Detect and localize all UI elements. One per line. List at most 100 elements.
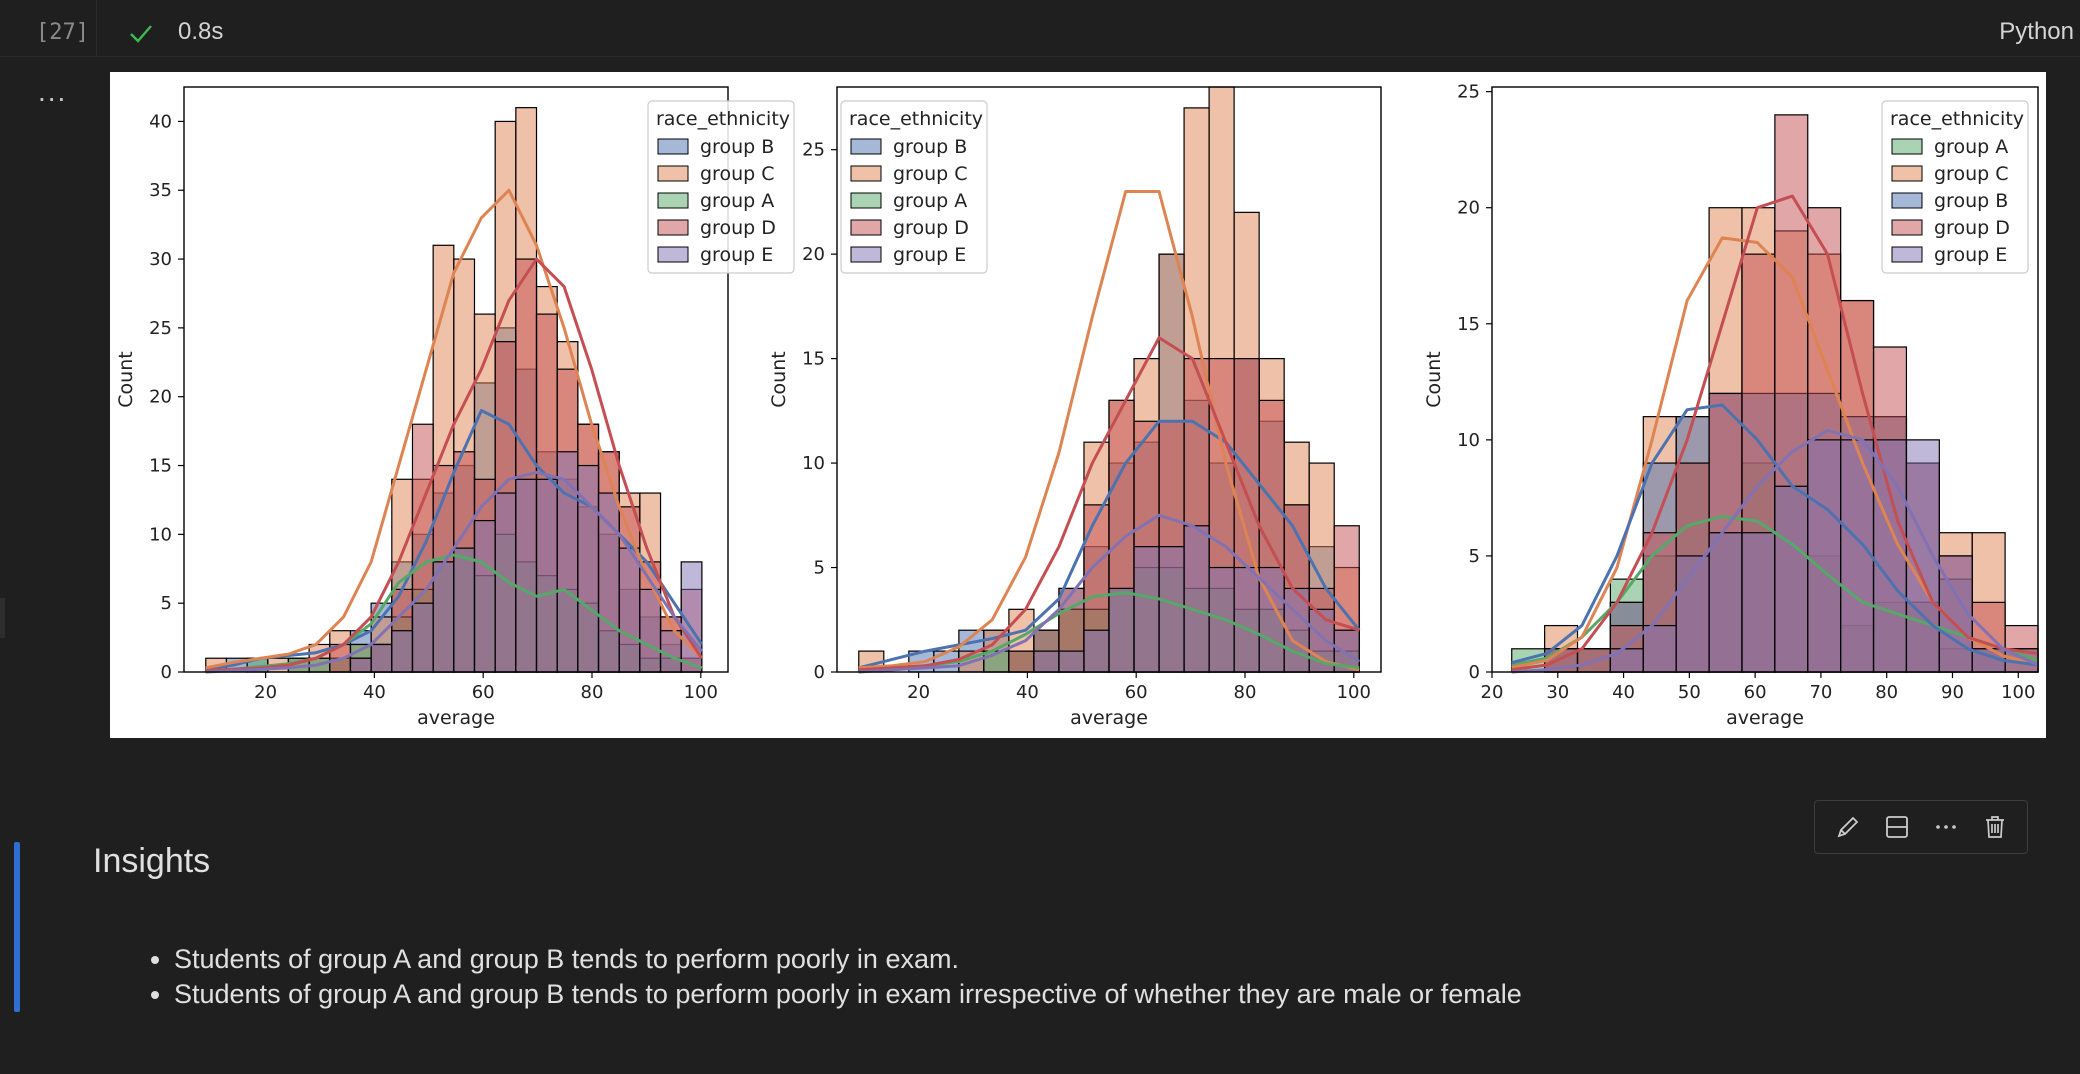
histogram-panel-1: 20 40 60 80 100 0 5 10 15 20 25 30 35 40 average Count r… — [115, 86, 795, 729]
legend-entry: group A — [893, 190, 967, 212]
histogram-bar — [1233, 566, 1260, 673]
y-tick-label: 5 — [1469, 546, 1480, 567]
histogram-bar — [618, 547, 641, 673]
x-tick-label: 80 — [1234, 682, 1257, 703]
y-axis-label: Count — [768, 351, 790, 407]
legend-swatch — [850, 138, 882, 155]
y-tick-label: 5 — [814, 558, 825, 579]
histogram-bar — [391, 630, 414, 673]
x-tick-label: 60 — [1125, 682, 1148, 703]
kde-line — [205, 470, 704, 674]
legend-swatch — [850, 219, 882, 236]
histogram-bar — [1033, 650, 1060, 673]
y-tick-label: 20 — [1457, 198, 1480, 219]
y-tick-label: 0 — [814, 662, 825, 683]
legend-swatch — [1891, 246, 1923, 263]
histogram-panel-2: 20 40 60 80 100 0 5 10 15 20 25 average Count race_et… — [768, 86, 1382, 729]
histogram-bar — [494, 492, 517, 673]
x-tick-label: 20 — [1481, 682, 1504, 703]
x-tick-label: 100 — [1337, 682, 1371, 703]
execution-count: [27] — [36, 20, 89, 45]
histogram-bar — [1158, 546, 1185, 673]
kde-line — [858, 336, 1360, 672]
markdown-cell-toolbar — [1814, 800, 2028, 854]
plot-output: 20 40 60 80 100 0 5 10 15 20 25 30 35 40 average Count r… — [110, 72, 2046, 738]
legend-swatch — [657, 192, 689, 209]
y-tick-label: 20 — [149, 387, 172, 408]
y-tick-label: 35 — [149, 180, 172, 201]
y-axis-label: Count — [1423, 351, 1445, 407]
split-cell-button[interactable] — [1877, 807, 1917, 847]
kde-line — [858, 419, 1361, 670]
kde-line — [858, 513, 1361, 674]
legend-entry: group E — [1934, 244, 2007, 266]
legend-swatch — [1891, 165, 1923, 182]
list-item: Students of group A and group B tends to… — [174, 977, 1522, 1012]
execution-duration: 0.8s — [178, 18, 224, 45]
x-tick-label: 50 — [1678, 682, 1701, 703]
legend-swatch — [657, 219, 689, 236]
histogram-bar — [370, 643, 393, 673]
legend-swatch — [657, 165, 689, 182]
list-item: Students of group A and group B tends to… — [174, 942, 1522, 977]
check-icon — [130, 25, 152, 43]
legend-title: race_ethnicity — [1890, 108, 2024, 130]
x-tick-label: 90 — [1941, 682, 1964, 703]
legend-entry: group E — [700, 244, 773, 266]
more-actions-button[interactable] — [1926, 807, 1966, 847]
kde-line — [1511, 429, 2039, 674]
more-actions-icon — [1935, 825, 1956, 829]
legend-entry: group B — [700, 136, 774, 158]
cell-status-bar: [27] 0.8s Python — [0, 0, 2080, 57]
histogram-bar — [1058, 650, 1085, 673]
y-tick-label: 10 — [149, 524, 172, 545]
x-tick-label: 70 — [1809, 682, 1832, 703]
y-axis-label: Count — [115, 351, 137, 407]
header-divider — [96, 0, 97, 56]
legend-entry: group D — [893, 217, 969, 239]
histogram-bar — [1708, 532, 1743, 673]
x-tick-label: 40 — [1016, 682, 1039, 703]
legend-swatch — [657, 138, 689, 155]
y-tick-label: 10 — [1457, 430, 1480, 451]
legend-entry: group C — [1934, 163, 2009, 185]
x-tick-label: 80 — [581, 682, 604, 703]
histogram-bar — [1183, 525, 1210, 673]
output-actions-icon[interactable]: ... — [38, 76, 68, 107]
x-tick-label: 100 — [684, 682, 718, 703]
histogram-figure: 20 40 60 80 1000510152025303540averageCountr… — [115, 82, 2039, 729]
legend-entry: group C — [893, 163, 968, 185]
kernel-language-label[interactable]: Python — [1999, 18, 2074, 45]
histogram-bar — [411, 602, 434, 673]
legend-title: race_ethnicity — [656, 108, 790, 130]
histogram-bar — [1642, 624, 1677, 673]
histogram-bar — [453, 547, 476, 673]
legend-swatch — [1891, 138, 1923, 155]
legend-swatch — [850, 192, 882, 209]
x-tick-label: 20 — [907, 682, 930, 703]
x-axis-label: average — [1726, 707, 1804, 729]
x-axis-label: average — [417, 707, 495, 729]
histogram-bar — [535, 478, 558, 673]
edit-icon — [1837, 816, 1858, 838]
histogram-bar — [597, 492, 620, 673]
cell-selection-indicator — [14, 842, 20, 1012]
legend-swatch — [850, 246, 882, 263]
histogram-bar — [1807, 439, 1842, 673]
legend-title: race_ethnicity — [849, 108, 983, 130]
histogram-bar — [1741, 532, 1776, 673]
x-tick-label: 60 — [1744, 682, 1767, 703]
delete-cell-button[interactable] — [1975, 807, 2015, 847]
x-axis-label: average — [1070, 707, 1148, 729]
legend-swatch — [850, 165, 882, 182]
insights-list: Students of group A and group B tends to… — [140, 942, 1522, 1012]
histogram-bar — [1774, 485, 1809, 673]
legend-entry: group B — [1934, 190, 2008, 212]
gutter-marker — [0, 598, 5, 638]
x-tick-label: 100 — [2001, 682, 2035, 703]
y-tick-label: 25 — [149, 318, 172, 339]
edit-button[interactable] — [1828, 807, 1868, 847]
histogram-bar — [432, 561, 455, 673]
legend-entry: group D — [1934, 217, 2010, 239]
